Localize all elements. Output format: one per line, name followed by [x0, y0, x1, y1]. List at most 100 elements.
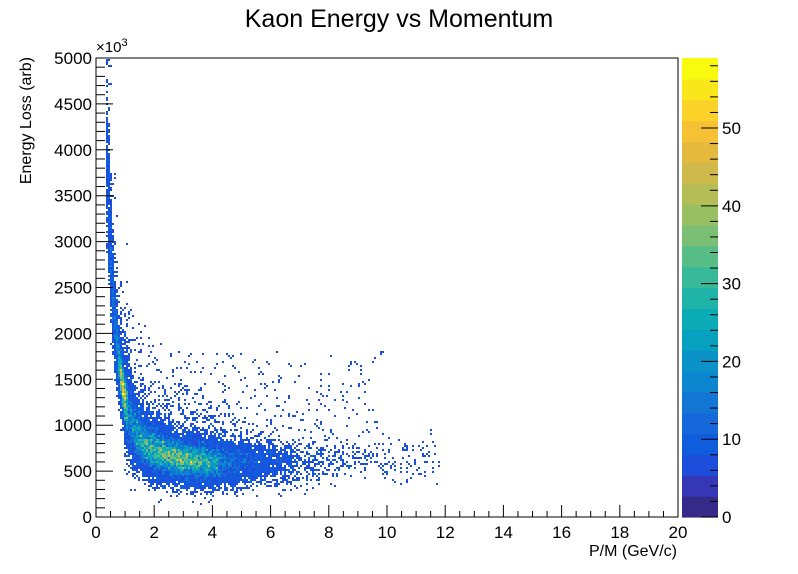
heatmap-cell [216, 437, 218, 439]
heatmap-cell [188, 487, 190, 489]
heatmap-cell [284, 469, 286, 471]
heatmap-cell [206, 465, 208, 467]
heatmap-cell [132, 449, 134, 451]
heatmap-cell [222, 471, 224, 473]
heatmap-cell [258, 453, 260, 455]
heatmap-cell [196, 435, 198, 437]
heatmap-cell [220, 471, 222, 473]
heatmap-cell [140, 433, 142, 435]
heatmap-cell [244, 469, 246, 471]
heatmap-cell [130, 447, 132, 449]
heatmap-cell [206, 441, 208, 443]
heatmap-cell [254, 471, 256, 473]
heatmap-cell [200, 453, 202, 455]
heatmap-cell [206, 419, 208, 421]
heatmap-cell [188, 453, 190, 455]
heatmap-cell [302, 463, 304, 465]
heatmap-cell [126, 441, 128, 443]
heatmap-cell [182, 437, 184, 439]
heatmap-cell [112, 333, 114, 335]
heatmap-cell [156, 471, 158, 473]
heatmap-cell [254, 359, 256, 361]
heatmap-cell [262, 431, 264, 433]
heatmap-cell [174, 441, 176, 443]
heatmap-cell [240, 449, 242, 451]
heatmap-cell [146, 429, 148, 431]
heatmap-cell [122, 395, 124, 397]
heatmap-cell [202, 429, 204, 431]
heatmap-cell [222, 443, 224, 445]
heatmap-cell [218, 469, 220, 471]
heatmap-cell [256, 481, 258, 483]
heatmap-cell [330, 463, 332, 465]
heatmap-cell [306, 467, 308, 469]
heatmap-cell [204, 439, 206, 441]
heatmap-cell [188, 463, 190, 465]
heatmap-cell [220, 429, 222, 431]
heatmap-cell [222, 481, 224, 483]
heatmap-cell [172, 419, 174, 421]
heatmap-cell [144, 397, 146, 399]
heatmap-cell [358, 397, 360, 399]
heatmap-cell [124, 339, 126, 341]
heatmap-cell [230, 447, 232, 449]
heatmap-cell [192, 443, 194, 445]
heatmap-cell [190, 463, 192, 465]
heatmap-cell [140, 385, 142, 387]
heatmap-cell [148, 433, 150, 435]
heatmap-cell [106, 157, 108, 159]
heatmap-cell [410, 477, 412, 479]
heatmap-cell [240, 451, 242, 453]
heatmap-cell [106, 165, 108, 167]
heatmap-cell [118, 353, 120, 355]
heatmap-cell [124, 431, 126, 433]
heatmap-cell [286, 455, 288, 457]
heatmap-cell [162, 385, 164, 387]
heatmap-cell [224, 461, 226, 463]
heatmap-cell [154, 463, 156, 465]
heatmap-cell [216, 459, 218, 461]
heatmap-cell [226, 475, 228, 477]
heatmap-cell [346, 443, 348, 445]
heatmap-cell [202, 481, 204, 483]
heatmap-cell [112, 317, 114, 319]
heatmap-cell [218, 475, 220, 477]
heatmap-cell [242, 441, 244, 443]
heatmap-cell [126, 431, 128, 433]
heatmap-cell [118, 339, 120, 341]
heatmap-cell [134, 387, 136, 389]
heatmap-cell [244, 461, 246, 463]
heatmap-cell [360, 471, 362, 473]
heatmap-cell [232, 365, 234, 367]
heatmap-cell [148, 473, 150, 475]
heatmap-cell [114, 261, 116, 263]
heatmap-cell [260, 475, 262, 477]
heatmap-cell [132, 385, 134, 387]
heatmap-cell [170, 477, 172, 479]
heatmap-cell [144, 439, 146, 441]
heatmap-cell [280, 457, 282, 459]
heatmap-cell [214, 441, 216, 443]
heatmap-cell [184, 455, 186, 457]
heatmap-cell [154, 357, 156, 359]
heatmap-cell [126, 397, 128, 399]
heatmap-cell [292, 465, 294, 467]
heatmap-cell [244, 487, 246, 489]
heatmap-cell [160, 477, 162, 479]
heatmap-cell [212, 445, 214, 447]
heatmap-cell [116, 337, 118, 339]
heatmap-cell [264, 387, 266, 389]
heatmap-cell [138, 407, 140, 409]
heatmap-cell [196, 451, 198, 453]
heatmap-cell [132, 387, 134, 389]
heatmap-cell [150, 483, 152, 485]
heatmap-cell [164, 441, 166, 443]
heatmap-cell [118, 343, 120, 345]
heatmap-cell [110, 267, 112, 269]
heatmap-cell [290, 483, 292, 485]
heatmap-cell [124, 443, 126, 445]
heatmap-cell [106, 189, 108, 191]
heatmap-cell [416, 469, 418, 471]
heatmap-cell [164, 427, 166, 429]
heatmap-cell [108, 141, 110, 143]
